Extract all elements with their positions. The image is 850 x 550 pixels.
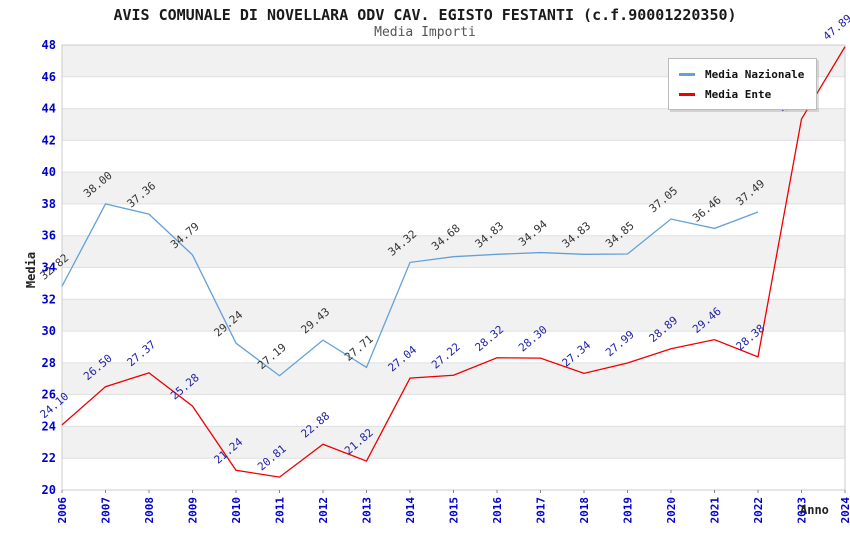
y-tick-label: 40 [42, 165, 56, 179]
y-tick-label: 26 [42, 388, 56, 402]
x-tick-label: 2010 [230, 497, 243, 524]
x-tick-label: 2021 [709, 497, 722, 524]
x-tick-label: 2009 [187, 497, 200, 524]
y-tick-label: 30 [42, 324, 56, 338]
y-tick-label: 28 [42, 356, 56, 370]
legend: Media Nazionale Media Ente [668, 58, 818, 110]
y-tick-label: 32 [42, 292, 56, 306]
grid-band [62, 267, 845, 300]
x-tick-label: 2011 [274, 497, 287, 524]
y-tick-label: 42 [42, 133, 56, 147]
legend-line-swatch-nazionale-icon [679, 72, 695, 76]
x-tick-label: 2014 [404, 497, 417, 524]
grid-band [62, 108, 845, 141]
y-tick-label: 36 [42, 229, 56, 243]
x-tick-label: 2012 [317, 497, 330, 524]
series-line-media-nazionale [61, 203, 759, 377]
grid-band [62, 331, 845, 363]
legend-label-media-ente: Media Ente [705, 87, 772, 101]
y-tick-label: 48 [42, 38, 56, 52]
x-tick-label: 2008 [143, 497, 156, 524]
grid-band [62, 235, 845, 268]
y-tick-label: 46 [42, 70, 56, 84]
grid-band [62, 362, 845, 395]
x-tick-label: 2015 [448, 497, 461, 524]
y-tick-label: 24 [42, 419, 56, 433]
legend-line-swatch-ente-icon [679, 92, 695, 96]
grid-band [62, 299, 845, 332]
x-tick-label: 2017 [535, 497, 548, 524]
x-tick-label: 2016 [491, 497, 504, 524]
legend-item-media-ente: Media Ente [679, 86, 804, 102]
x-tick-label: 2006 [56, 497, 69, 524]
x-tick-label: 2022 [752, 497, 765, 524]
grid-band [62, 426, 845, 459]
x-tick-label: 2023 [796, 497, 809, 524]
y-tick-label: 22 [42, 451, 56, 465]
legend-item-media-nazionale: Media Nazionale [679, 66, 804, 82]
y-tick-label: 20 [42, 483, 56, 497]
y-tick-label: 44 [42, 102, 56, 116]
x-tick-label: 2020 [665, 497, 678, 524]
grid-band [62, 394, 845, 427]
grid-band [62, 203, 845, 236]
x-tick-label: 2018 [578, 497, 591, 524]
grid-band [62, 140, 845, 173]
y-tick-label: 34 [42, 261, 56, 275]
series-line-media-ente [61, 46, 846, 478]
y-axis-title: Media [24, 251, 38, 289]
grid-band [62, 458, 845, 490]
x-tick-label: 2013 [361, 497, 374, 524]
y-tick-label: 38 [42, 197, 56, 211]
legend-label-media-nazionale: Media Nazionale [705, 67, 805, 81]
chart-subtitle: Media Importi [374, 25, 476, 40]
grid-band [62, 172, 845, 204]
x-tick-label: 2024 [839, 497, 850, 524]
chart-title: AVIS COMUNALE DI NOVELLARA ODV CAV. EGIS… [113, 6, 737, 24]
x-tick-label: 2007 [100, 497, 113, 524]
x-axis-title: Anno [800, 503, 829, 517]
x-tick-label: 2019 [622, 497, 635, 524]
